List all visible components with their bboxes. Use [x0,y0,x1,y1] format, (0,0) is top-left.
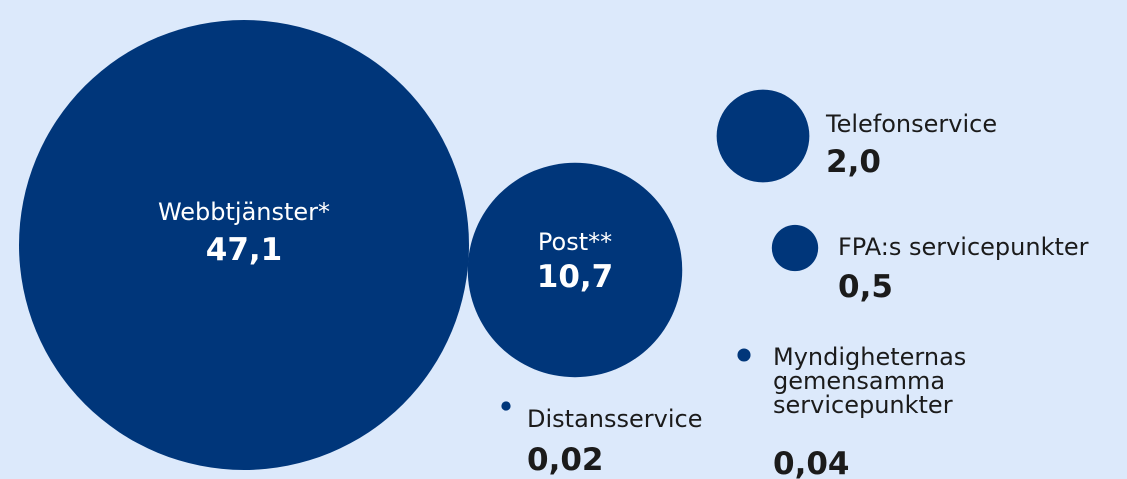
bubble-value-myndigheternas-gemensamma-servicepunkter: 0,04 [773,446,850,479]
bubble-value-telefonservice: 2,0 [826,144,881,180]
bubble-label-myndigheternas-gemensamma-servicepunkter-line-3: servicepunkter [773,391,953,419]
bubble-post [467,162,683,378]
bubble-distansservice [501,401,511,411]
bubble-value-fpa-s-servicepunkter: 0,5 [838,269,893,305]
bubble-myndigheternas-gemensamma-servicepunkter [737,348,751,362]
bubble-value-webbtjänster: 47,1 [206,232,283,268]
bubble-telefonservice [716,89,810,183]
bubble-label-distansservice: Distansservice [527,405,702,433]
bubble-label-webbtjänster: Webbtjänster* [158,198,330,226]
bubble-fpa-s-servicepunkter [771,224,819,272]
bubble-label-fpa-s-servicepunkter: FPA:s servicepunkter [838,233,1089,261]
bubble-label-post: Post** [538,228,612,256]
bubble-label-myndigheternas-gemensamma-servicepunkter-line-1: Myndigheternas [773,343,966,371]
bubble-webbtjänster [19,20,469,470]
bubble-label-myndigheternas-gemensamma-servicepunkter-line-2: gemensamma [773,367,945,395]
bubble-label-telefonservice: Telefonservice [825,110,997,138]
bubble-value-post: 10,7 [537,259,614,295]
bubble-value-distansservice: 0,02 [527,442,604,478]
